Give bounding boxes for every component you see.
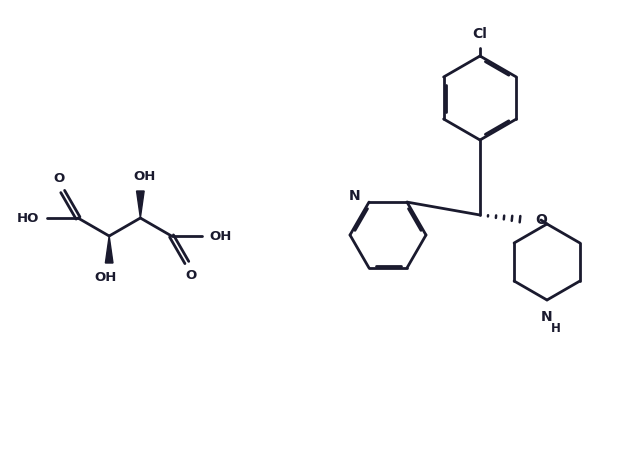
Text: N: N	[541, 310, 553, 324]
Polygon shape	[106, 236, 113, 263]
Polygon shape	[136, 191, 144, 218]
Text: O: O	[535, 213, 547, 227]
Text: OH: OH	[133, 171, 156, 183]
Text: OH: OH	[209, 229, 231, 243]
Text: HO: HO	[17, 212, 40, 225]
Text: Cl: Cl	[472, 27, 488, 41]
Text: OH: OH	[94, 271, 116, 283]
Text: O: O	[185, 269, 196, 282]
Text: H: H	[551, 322, 561, 336]
Text: N: N	[349, 189, 361, 203]
Text: O: O	[53, 172, 65, 185]
